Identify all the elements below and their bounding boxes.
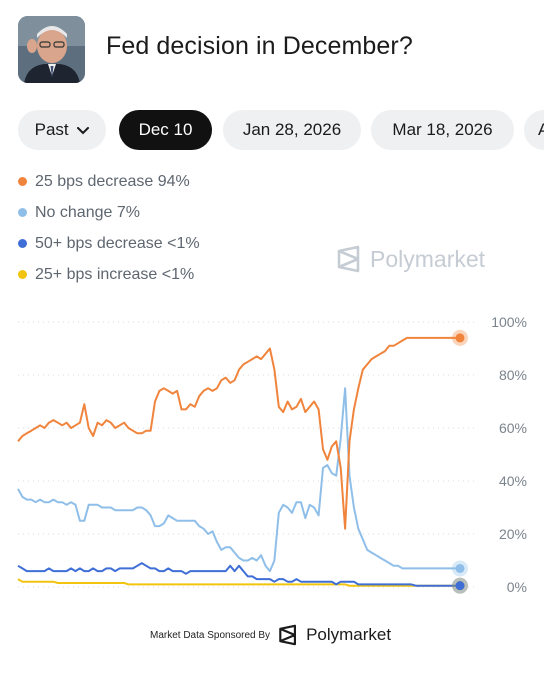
sponsor-brand[interactable]: Polymarket (306, 625, 392, 644)
page-title: Fed decision in December? (106, 32, 413, 60)
chart-legend: 25 bps decrease 94% No change 7% 50+ bps… (18, 166, 200, 290)
polymarket-watermark: Polymarket (336, 245, 485, 273)
series-line-25-bps-decrease (17, 336, 460, 530)
portrait-image (18, 16, 85, 83)
legend-item-25-bps-increase: 25+ bps increase <1% (18, 259, 200, 290)
legend-label: 50+ bps decrease <1% (35, 234, 200, 252)
y-tick-label: 20% (499, 526, 527, 542)
y-tick-label: 40% (499, 473, 527, 489)
legend-dot-yellow (18, 270, 27, 279)
sponsor-footer: Market Data Sponsored By Polymarket (150, 624, 391, 646)
series-line-no-change (17, 387, 460, 573)
polymarket-logo-icon (337, 245, 360, 273)
tab-next-label: A (538, 120, 544, 139)
legend-dot-lightblue (18, 208, 27, 217)
legend-label: 25+ bps increase <1% (35, 265, 195, 283)
end-marker-dot (455, 333, 465, 343)
legend-label: 25 bps decrease 94% (35, 172, 190, 190)
series-line-50-bps-decrease (17, 562, 460, 587)
probability-line-chart: 0% 20% 40% 60% 80% 100% (17, 314, 527, 595)
tab-next-partial[interactable]: A (524, 110, 544, 150)
market-avatar (18, 16, 85, 83)
y-tick-label: 60% (499, 420, 527, 436)
legend-dot-blue (18, 239, 27, 248)
tab-past[interactable]: Past (18, 110, 106, 150)
legend-dot-orange (18, 177, 27, 186)
chevron-down-icon (77, 126, 90, 134)
y-tick-label: 100% (491, 314, 527, 330)
chart-series (17, 336, 460, 587)
y-axis-ticks: 0% 20% 40% 60% 80% 100% (491, 314, 527, 595)
watermark-text: Polymarket (370, 245, 486, 272)
y-tick-label: 0% (507, 579, 527, 595)
tab-jan-28-2026[interactable]: Jan 28, 2026 (223, 110, 361, 150)
legend-item-no-change: No change 7% (18, 197, 200, 228)
sponsor-text: Market Data Sponsored By (150, 629, 271, 641)
tab-mar-18-label: Mar 18, 2026 (392, 120, 493, 139)
date-tabs: Past Dec 10 Jan 28, 2026 Mar 18, 2026 A (18, 110, 544, 150)
y-tick-label: 80% (499, 367, 527, 383)
tab-dec-10[interactable]: Dec 10 (119, 110, 212, 150)
end-marker-dot (455, 581, 465, 591)
legend-item-25-bps-decrease: 25 bps decrease 94% (18, 166, 200, 197)
polymarket-logo-icon (279, 624, 297, 646)
legend-label: No change 7% (35, 203, 140, 221)
legend-item-50-bps-decrease: 50+ bps decrease <1% (18, 228, 200, 259)
end-marker-dot (455, 563, 465, 573)
series-end-markers (452, 329, 468, 594)
tab-dec-10-label: Dec 10 (138, 120, 193, 139)
chart-grid (18, 321, 478, 588)
series-line-25-bps-increase (17, 578, 460, 587)
tab-mar-18-2026[interactable]: Mar 18, 2026 (371, 110, 514, 150)
tab-past-label: Past (34, 120, 69, 139)
tab-jan-28-label: Jan 28, 2026 (242, 120, 342, 139)
